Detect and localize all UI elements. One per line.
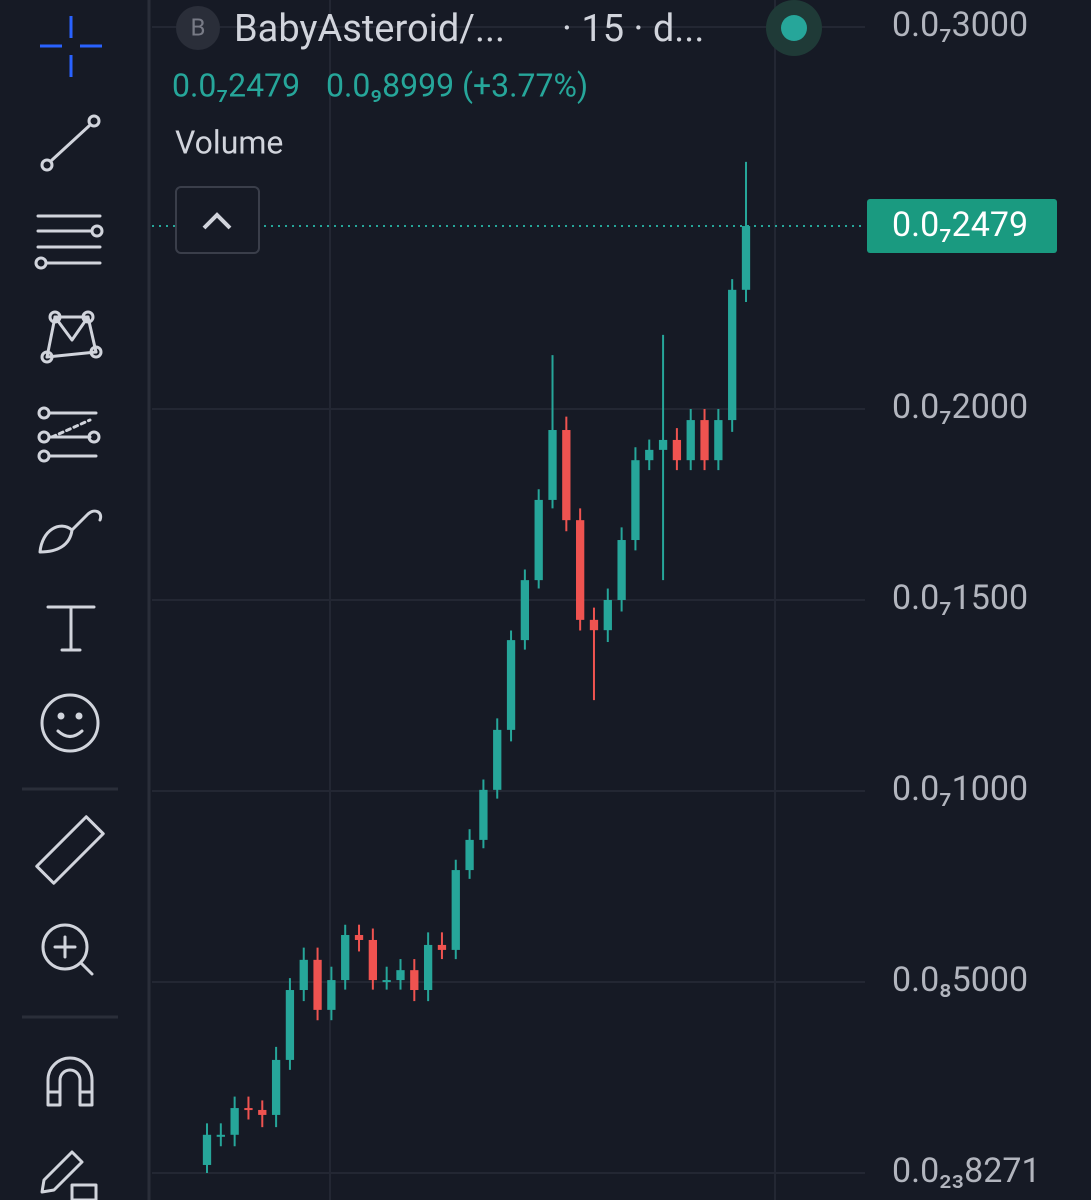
candle-body: [589, 619, 599, 631]
candle-body: [299, 959, 308, 991]
candle-body: [617, 540, 626, 600]
candle-body: [645, 449, 654, 461]
candle-body: [423, 944, 433, 991]
candle-body: [271, 1059, 281, 1115]
candle-body: [631, 460, 640, 541]
candle-body: [230, 1108, 239, 1135]
indicator-label[interactable]: Volume: [175, 123, 283, 161]
y-tick-label: 0.0₇1000: [892, 769, 1028, 809]
candle-body: [410, 970, 419, 991]
toolbar: [0, 0, 148, 1200]
candle-body: [258, 1109, 267, 1115]
candle-body: [313, 959, 322, 1010]
magnet-tool[interactable]: [46, 1056, 94, 1107]
candle-body: [576, 520, 585, 620]
candle-body: [741, 226, 751, 290]
candle-body: [700, 420, 709, 461]
y-tick-label: 0.0₇2000: [892, 387, 1028, 427]
candle-body: [285, 990, 295, 1060]
prediction-tool[interactable]: [37, 406, 101, 463]
candle-body: [603, 600, 612, 631]
candle-body: [548, 430, 557, 500]
candle-body: [479, 789, 488, 840]
candle-body: [728, 289, 737, 421]
text-tool[interactable]: [46, 605, 96, 652]
last-price-badge: [867, 199, 1057, 254]
brush-tool[interactable]: [38, 509, 103, 554]
candle-body: [658, 439, 668, 450]
candle-body: [520, 580, 530, 641]
fib-tool[interactable]: [34, 214, 104, 270]
candle-body: [216, 1134, 225, 1137]
ruler-tool[interactable]: [35, 815, 105, 885]
symbol-name[interactable]: BabyAsteroid/...: [234, 7, 505, 51]
interval[interactable]: · 15 · d...: [562, 7, 704, 51]
crosshair-tool[interactable]: [40, 16, 102, 77]
y-tick-label: 0.0₈5000: [892, 960, 1028, 1000]
pattern-tool[interactable]: [40, 310, 103, 364]
candle-body: [562, 430, 571, 521]
candle-body: [341, 935, 350, 981]
y-tick-label: 0.0₂₃8271: [892, 1151, 1041, 1191]
status-dot: [781, 15, 807, 41]
symbol-logo: [176, 6, 220, 50]
emoji-tool[interactable]: [40, 693, 100, 753]
y-tick-label: 0.0₇1500: [892, 578, 1028, 618]
trend-line-tool[interactable]: [40, 114, 101, 172]
candle-body: [354, 935, 364, 940]
candle-body: [382, 980, 391, 983]
candle-body: [714, 420, 723, 461]
overlay: 0.0₇2479: [152, 199, 1057, 254]
candle-body: [506, 640, 516, 730]
candle-body: [672, 439, 682, 461]
candle-body: [368, 939, 377, 981]
candle-body: [327, 980, 336, 1010]
y-tick-label: 0.0₇3000: [892, 5, 1028, 45]
candle-body: [202, 1134, 212, 1165]
candle-body: [493, 729, 502, 790]
price-change: 0.0₉8999 (+3.77%): [326, 66, 588, 104]
candle-body: [244, 1108, 253, 1111]
last-price-label: 0.0₇2479: [892, 205, 1028, 245]
candles: [202, 161, 751, 1173]
grid: 0.0₇3000 0.0₇2000 0.0₇1500 0.0₇1000 0.0₈5000…: [152, 5, 1041, 1191]
candle-body: [451, 870, 460, 950]
zoom-tool[interactable]: [41, 923, 94, 976]
candle-body: [534, 499, 543, 581]
candle-body: [396, 970, 405, 981]
candle-body: [437, 944, 447, 950]
candle-body: [686, 420, 695, 461]
symbol-initial: B: [191, 13, 206, 41]
candle-body: [465, 839, 474, 871]
lock-drawing-tool[interactable]: [40, 1150, 98, 1200]
price: 0.0₇2479: [172, 66, 300, 104]
collapse-button[interactable]: [175, 186, 260, 254]
